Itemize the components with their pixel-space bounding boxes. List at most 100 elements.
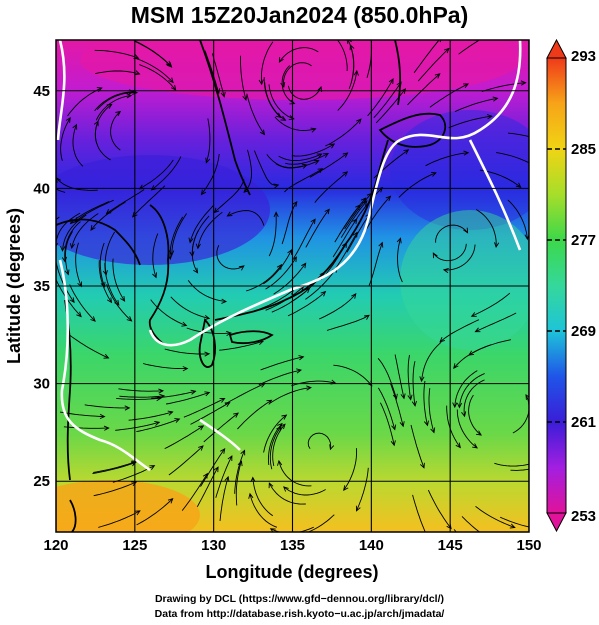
streamline-arrow	[533, 461, 538, 465]
streamline	[500, 516, 529, 528]
map-frame	[55, 39, 530, 533]
colorbar-tick-label: 293	[571, 48, 596, 65]
streamline	[340, 200, 368, 238]
streamline-arrow	[220, 448, 226, 454]
streamline	[191, 229, 199, 274]
streamline-arrow	[154, 420, 161, 426]
colorbar-tick-label: 277	[571, 232, 596, 249]
streamline-arrow	[472, 443, 478, 449]
streamline	[475, 312, 517, 333]
streamline-arrow	[221, 298, 228, 304]
streamline-arrow	[259, 129, 266, 136]
streamline-arrow	[103, 425, 110, 431]
streamline	[164, 348, 210, 355]
streamline	[428, 388, 435, 433]
streamline	[373, 81, 402, 119]
colorbar-bottom-arrow	[546, 512, 567, 533]
streamline	[260, 356, 304, 371]
streamline	[189, 204, 215, 243]
streamline	[203, 412, 239, 443]
streamline	[170, 296, 210, 319]
streamline	[142, 363, 188, 370]
streamline	[344, 193, 372, 230]
streamline-arrow	[65, 117, 71, 123]
streamline	[65, 231, 73, 275]
streamline-arrow	[291, 256, 297, 263]
streamline-arrow	[273, 183, 280, 189]
streamline-arrow	[69, 243, 75, 250]
streamline-arrow	[442, 267, 449, 274]
streamline-arrow	[126, 93, 133, 99]
green-east-patch	[400, 210, 529, 350]
streamline	[510, 468, 529, 471]
streamline-arrow	[482, 556, 487, 561]
streamline	[417, 48, 450, 82]
streamline-arrow	[167, 497, 174, 504]
x-tick-label: 150	[516, 537, 541, 554]
coast-shikoku	[228, 330, 274, 345]
streamline-arrow	[419, 462, 425, 469]
streamline-arrow	[278, 56, 284, 63]
streamline-arrow	[355, 505, 361, 512]
streamline-arrow	[158, 388, 165, 394]
streamline	[264, 82, 286, 121]
streamline	[69, 284, 96, 322]
streamline	[263, 249, 292, 285]
x-axis-title: Longitude (degrees)	[205, 562, 378, 582]
streamline	[407, 73, 441, 106]
streamline-arrow	[61, 256, 68, 263]
streamline-arrow	[213, 466, 219, 473]
streamline-arrow	[99, 413, 106, 420]
streamline	[407, 354, 412, 400]
streamline-arrow	[166, 62, 173, 68]
streamline	[432, 243, 467, 262]
streamline	[116, 397, 161, 400]
streamline	[249, 493, 278, 528]
streamline	[279, 47, 319, 63]
streamline	[234, 450, 246, 494]
streamline-arrow	[463, 83, 470, 89]
streamline-arrow	[227, 455, 233, 462]
streamline-arrow	[198, 445, 204, 451]
streamline	[70, 200, 110, 224]
streamline-arrow	[486, 114, 493, 120]
streamline-arrow	[106, 103, 113, 109]
streamline	[454, 370, 478, 408]
streamline-arrow	[152, 272, 157, 279]
streamline	[235, 461, 242, 506]
streamline	[94, 49, 139, 59]
streamline	[356, 467, 369, 511]
streamline-arrow	[468, 350, 475, 356]
streamline	[64, 221, 81, 262]
streamline	[135, 57, 174, 83]
streamline-arrow	[470, 312, 477, 317]
streamline	[346, 213, 371, 253]
streamline-arrow	[329, 444, 335, 451]
streamline	[196, 466, 219, 508]
streamline	[205, 118, 211, 163]
streamline	[454, 97, 498, 113]
streamline	[150, 299, 187, 327]
streamline-arrow	[250, 476, 256, 483]
streamline-arrow	[439, 337, 446, 343]
streamline	[458, 373, 485, 408]
streamline	[63, 426, 109, 429]
streamline-arrow	[329, 32, 334, 36]
streamline-arrow	[320, 290, 327, 297]
streamline	[398, 172, 437, 198]
streamline	[273, 263, 307, 295]
streamline	[151, 390, 196, 399]
streamline-arrow	[226, 211, 233, 217]
streamline-arrow	[41, 158, 45, 163]
streamline-arrow	[443, 47, 450, 54]
streamline	[269, 426, 282, 470]
streamline	[507, 132, 529, 138]
streamline-arrow	[103, 353, 110, 359]
streamline	[216, 245, 245, 270]
streamline-arrow	[399, 421, 405, 428]
streamline-arrow	[195, 243, 201, 250]
streamline	[263, 414, 287, 453]
streamline-arrow	[168, 77, 174, 84]
streamline-arrow	[296, 368, 303, 374]
streamline-arrow	[275, 112, 282, 118]
